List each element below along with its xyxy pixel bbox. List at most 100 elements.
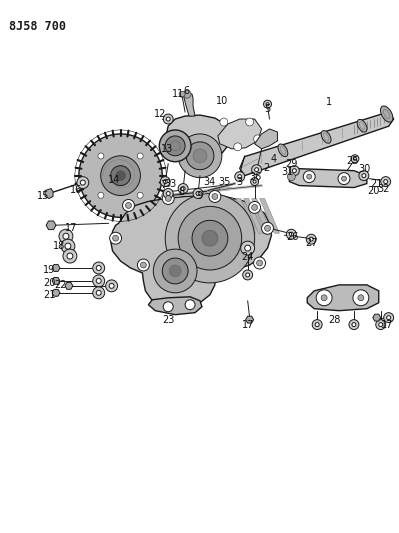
Circle shape <box>358 295 364 301</box>
Circle shape <box>165 136 185 156</box>
Circle shape <box>166 191 170 196</box>
Text: 30: 30 <box>359 164 371 174</box>
Circle shape <box>292 168 296 173</box>
Text: 29: 29 <box>285 159 298 169</box>
Circle shape <box>353 290 369 306</box>
Circle shape <box>193 189 203 198</box>
Polygon shape <box>255 129 277 149</box>
Circle shape <box>246 118 254 126</box>
Circle shape <box>116 171 126 181</box>
Text: 17: 17 <box>65 223 77 233</box>
Circle shape <box>234 143 242 151</box>
Circle shape <box>137 259 149 271</box>
Circle shape <box>67 253 73 259</box>
Text: 26: 26 <box>286 232 298 242</box>
Polygon shape <box>246 316 254 323</box>
Circle shape <box>307 174 312 179</box>
Circle shape <box>202 230 218 246</box>
Circle shape <box>59 229 73 243</box>
Polygon shape <box>45 189 53 198</box>
Circle shape <box>220 118 228 126</box>
Text: 8: 8 <box>178 187 184 197</box>
Circle shape <box>153 249 197 293</box>
Circle shape <box>321 295 327 301</box>
Circle shape <box>264 100 271 108</box>
Circle shape <box>160 176 170 187</box>
Text: 3: 3 <box>237 176 243 187</box>
Polygon shape <box>165 115 230 164</box>
Circle shape <box>98 153 104 159</box>
Circle shape <box>111 166 130 185</box>
Text: 5: 5 <box>265 104 271 114</box>
Circle shape <box>338 173 350 184</box>
Text: 34: 34 <box>204 176 216 187</box>
Text: 9: 9 <box>196 191 202 201</box>
Circle shape <box>349 320 359 329</box>
Circle shape <box>381 176 391 187</box>
Text: 33: 33 <box>164 179 176 189</box>
Circle shape <box>362 174 366 177</box>
Circle shape <box>312 320 322 329</box>
Circle shape <box>65 243 71 249</box>
Circle shape <box>96 265 101 270</box>
Circle shape <box>255 168 259 172</box>
Text: 7: 7 <box>160 180 166 190</box>
Circle shape <box>289 232 293 236</box>
Circle shape <box>316 290 332 306</box>
Text: 21: 21 <box>43 290 55 300</box>
Circle shape <box>93 275 105 287</box>
Circle shape <box>98 192 104 198</box>
Polygon shape <box>215 198 267 235</box>
Text: 4: 4 <box>271 154 277 164</box>
Polygon shape <box>52 264 60 271</box>
Text: 13: 13 <box>161 144 173 154</box>
Polygon shape <box>236 198 256 233</box>
Circle shape <box>61 239 75 253</box>
Text: 22: 22 <box>55 280 67 290</box>
Circle shape <box>159 130 191 161</box>
Circle shape <box>212 193 218 199</box>
Text: 35: 35 <box>219 176 231 187</box>
Circle shape <box>262 222 273 234</box>
Circle shape <box>376 320 386 329</box>
Text: 27: 27 <box>305 238 318 248</box>
Text: 19: 19 <box>43 265 55 275</box>
Text: 6: 6 <box>183 86 189 96</box>
Polygon shape <box>244 198 264 233</box>
Circle shape <box>186 142 214 169</box>
Circle shape <box>178 206 242 270</box>
Polygon shape <box>220 198 240 233</box>
Text: 15: 15 <box>37 191 49 201</box>
Circle shape <box>315 322 319 327</box>
Text: 10: 10 <box>216 96 228 106</box>
Text: 16: 16 <box>70 184 82 195</box>
Text: 23: 23 <box>162 314 174 325</box>
Polygon shape <box>373 314 381 321</box>
Circle shape <box>379 322 383 327</box>
Polygon shape <box>52 289 60 296</box>
Circle shape <box>178 183 188 193</box>
Circle shape <box>252 165 262 175</box>
Circle shape <box>162 258 188 284</box>
Text: 32: 32 <box>377 183 390 193</box>
Circle shape <box>354 157 356 160</box>
Circle shape <box>196 191 200 196</box>
Circle shape <box>351 155 359 163</box>
Polygon shape <box>289 168 367 188</box>
Circle shape <box>309 237 313 241</box>
Circle shape <box>106 280 118 292</box>
Polygon shape <box>240 112 394 176</box>
Circle shape <box>245 245 251 251</box>
Circle shape <box>183 90 191 98</box>
Circle shape <box>110 232 122 244</box>
Circle shape <box>193 149 207 163</box>
Polygon shape <box>46 221 56 230</box>
Circle shape <box>140 262 146 268</box>
Circle shape <box>387 316 391 320</box>
Circle shape <box>265 225 271 231</box>
Circle shape <box>165 193 255 283</box>
Circle shape <box>246 273 250 277</box>
Circle shape <box>77 176 89 189</box>
Circle shape <box>241 241 255 255</box>
Circle shape <box>93 287 105 299</box>
